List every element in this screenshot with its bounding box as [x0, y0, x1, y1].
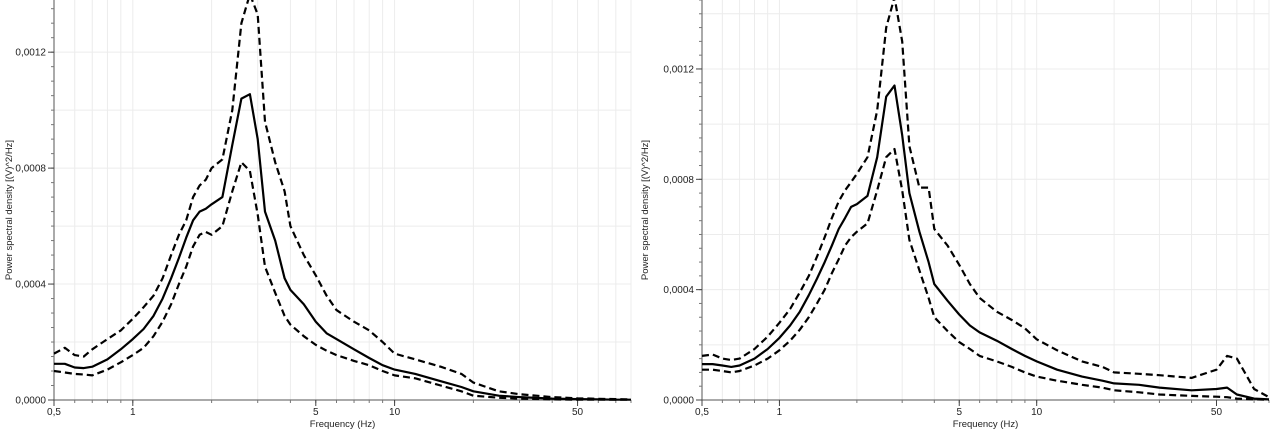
series-bound-line	[53, 161, 631, 401]
x-axis-title: Frequency (Hz)	[310, 419, 375, 430]
x-tick-label: 1	[130, 407, 136, 418]
x-tick-label: 0,5	[695, 407, 709, 418]
series-bound-line	[53, 0, 632, 401]
y-tick-label: 0,0012	[15, 48, 46, 59]
y-tick-label: 0,0004	[663, 285, 694, 296]
y-tick-label: 0,0008	[663, 175, 694, 186]
chart-panel-right: 0,0000 0,0004 0,0008 0,0012 0,5 1 5 10 50 Frequen…	[636, 0, 1271, 433]
x-tick-label: 10	[1031, 407, 1043, 418]
series-group	[53, 0, 632, 401]
y-tick-label: 0,0004	[15, 280, 46, 291]
x-tick-label: 5	[956, 407, 962, 418]
chart-panel-left: 0,0000 0,0004 0,0008 0,0012 0,5 1 5 10 50 Frequen…	[4, 0, 632, 430]
y-tick-label: 0,0000	[663, 396, 694, 407]
x-tick-label: 50	[1211, 407, 1223, 418]
x-tick-label: 5	[313, 407, 319, 418]
series-bound-line	[701, 0, 1270, 399]
axes: 0,0000 0,0004 0,0008 0,0012 0,5 1 5 10 50	[15, 0, 632, 418]
grid	[701, 0, 1270, 401]
series-mean-line	[54, 93, 631, 401]
psd-chart-left: 0,0000 0,0004 0,0008 0,0012 0,5 1 5 10 50 Frequen…	[4, 0, 632, 430]
y-axis-title: Power spectral density [(V)^2/Hz]	[4, 140, 15, 280]
y-tick-label: 0,0000	[15, 396, 46, 407]
y-axis-title: Power spectral density [(V)^2/Hz]	[640, 140, 651, 280]
x-axis-title: Frequency (Hz)	[953, 419, 1018, 430]
y-tick-label: 0,0012	[663, 64, 694, 75]
psd-chart-right: 0,0000 0,0004 0,0008 0,0012 0,5 1 5 10 50 Frequen…	[640, 0, 1270, 430]
series-group	[701, 0, 1270, 401]
grid	[53, 0, 632, 401]
y-tick-label: 0,0008	[15, 164, 46, 175]
series-mean-line	[702, 84, 1270, 401]
x-tick-label: 10	[389, 407, 401, 418]
series-bound-line	[702, 147, 1270, 401]
x-tick-label: 50	[572, 407, 584, 418]
axes: 0,0000 0,0004 0,0008 0,0012 0,5 1 5 10 50	[663, 0, 1270, 418]
x-tick-label: 1	[777, 407, 783, 418]
x-tick-label: 0,5	[47, 407, 61, 418]
